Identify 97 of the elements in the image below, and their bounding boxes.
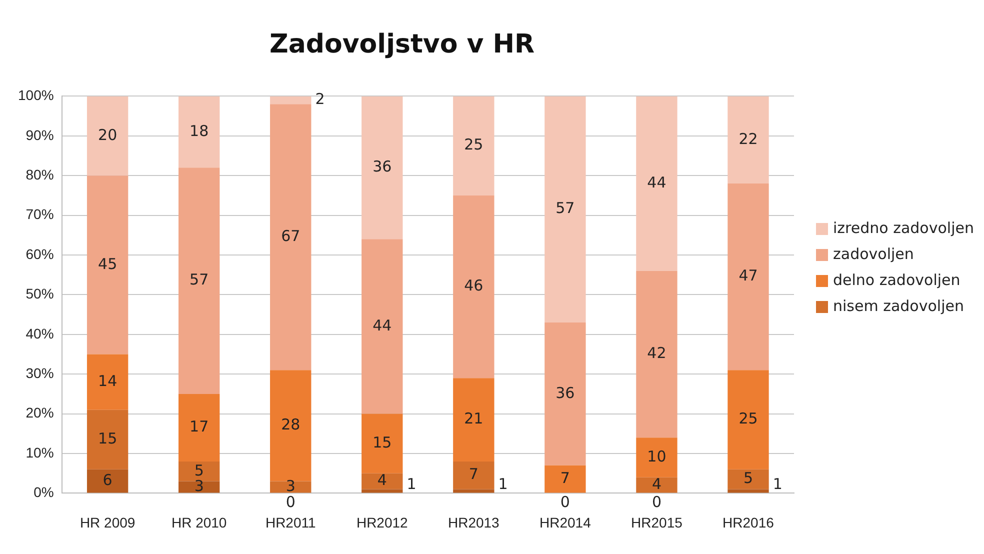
data-label: 1 <box>498 474 508 493</box>
data-label: 10 <box>647 447 666 466</box>
data-label: 44 <box>647 173 666 192</box>
bar <box>453 489 494 493</box>
bar <box>544 96 586 322</box>
y-tick-label: 70% <box>26 206 54 222</box>
data-label: 25 <box>738 410 758 428</box>
bar <box>362 473 403 490</box>
bar <box>636 438 678 478</box>
bar <box>362 239 403 414</box>
annotation: 0 <box>286 493 296 512</box>
y-tick-label: 0% <box>34 484 54 500</box>
bar <box>178 96 220 168</box>
legend-label: zadovoljen <box>833 245 914 264</box>
bar <box>636 96 678 271</box>
legend-label: izredno zadovoljen <box>833 219 974 238</box>
data-label: 42 <box>647 344 666 362</box>
bar <box>86 96 128 176</box>
bar <box>178 394 220 462</box>
x-tick-label: HR2016 <box>722 514 774 530</box>
data-label: 1 <box>772 474 782 493</box>
legend-label: delno zadovoljen <box>833 271 960 290</box>
data-label: 44 <box>372 316 392 334</box>
annotation: 0 <box>652 493 662 512</box>
data-label: 15 <box>372 433 392 452</box>
bar <box>270 104 312 370</box>
data-label: 45 <box>98 254 118 273</box>
data-label: 4 <box>377 471 387 490</box>
data-label: 20 <box>98 126 118 144</box>
data-label: 57 <box>190 270 209 289</box>
data-label: 2 <box>315 90 325 108</box>
legend-label: nisem zadovoljen <box>833 297 964 316</box>
data-label: 4 <box>652 474 662 493</box>
x-tick-label: HR2011 <box>265 514 316 530</box>
data-label: 28 <box>281 416 300 434</box>
data-label: 36 <box>372 158 392 176</box>
x-tick-label: HR2015 <box>631 514 683 530</box>
bar <box>544 465 586 493</box>
y-tick-label: 100% <box>18 87 54 104</box>
y-tick-label: 80% <box>26 166 54 182</box>
y-tick-label: 20% <box>26 404 54 421</box>
data-label: 15 <box>98 429 118 448</box>
y-tick-label: 30% <box>26 364 54 381</box>
bar <box>636 270 678 438</box>
data-label: 57 <box>556 199 575 218</box>
data-label: 5 <box>194 461 204 480</box>
bar <box>178 461 220 482</box>
data-label: 47 <box>738 266 758 285</box>
data-label: 1 <box>406 474 416 493</box>
data-label: 18 <box>190 122 209 140</box>
bar <box>544 322 586 466</box>
x-tick-label: HR2012 <box>356 514 408 530</box>
data-label: 3 <box>194 476 204 495</box>
x-tick-label: HR 2009 <box>80 514 136 530</box>
y-tick-label: 90% <box>26 126 54 143</box>
bar <box>270 96 312 104</box>
bar <box>453 195 494 378</box>
bar <box>270 370 312 482</box>
bar <box>728 370 769 470</box>
data-label: 46 <box>464 276 484 295</box>
bar <box>362 96 403 240</box>
bar <box>728 469 769 490</box>
data-label: 36 <box>556 384 575 402</box>
data-label: 21 <box>464 410 484 428</box>
data-label: 3 <box>286 476 296 495</box>
bar <box>728 96 769 184</box>
bar <box>453 96 494 196</box>
y-tick-label: 10% <box>26 444 54 460</box>
bar <box>86 469 128 493</box>
bar <box>362 489 403 493</box>
x-tick-label: HR 2010 <box>171 514 227 530</box>
data-label: 17 <box>190 418 209 436</box>
bar <box>362 414 403 474</box>
y-tick-label: 60% <box>26 246 54 262</box>
data-label: 6 <box>102 470 112 489</box>
bar <box>178 168 220 394</box>
bar <box>86 176 128 354</box>
bar <box>453 378 494 462</box>
x-tick-label: HR2014 <box>540 514 592 530</box>
bar <box>728 184 769 370</box>
data-label: 14 <box>98 372 118 390</box>
bar <box>636 477 678 493</box>
y-tick-label: 40% <box>26 325 54 342</box>
data-label: 5 <box>743 469 754 488</box>
data-label: 67 <box>281 227 300 246</box>
data-label: 7 <box>468 465 478 484</box>
x-tick-label: HR2013 <box>448 514 500 530</box>
data-label: 7 <box>560 468 570 487</box>
bar <box>453 461 494 490</box>
data-label: 25 <box>464 136 484 154</box>
annotation: 0 <box>560 493 570 512</box>
y-tick-label: 50% <box>26 286 54 302</box>
chart-title: Zadovoljstvo v HR <box>269 29 535 60</box>
bar <box>86 354 128 410</box>
bar <box>728 489 769 493</box>
data-label: 22 <box>738 130 758 148</box>
bar <box>86 410 128 470</box>
